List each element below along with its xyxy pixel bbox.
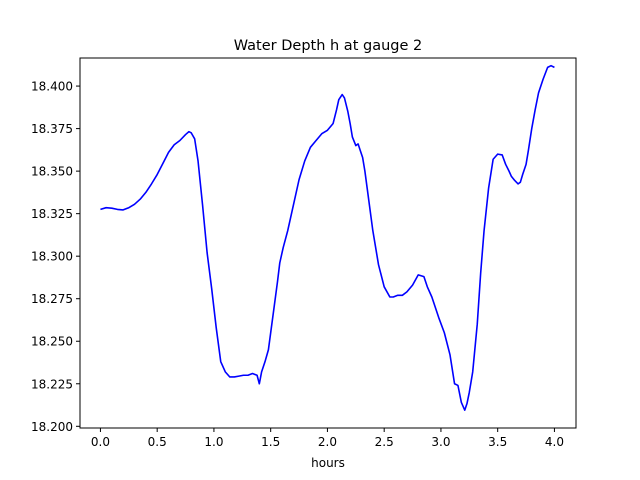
y-tick-label: 18.200 — [31, 420, 73, 434]
x-tick-label: 0.5 — [148, 435, 167, 449]
y-axis: 18.200 18.225 18.250 18.275 18.300 18.325 18.3… — [31, 80, 80, 434]
x-axis: 0.0 0.5 1.0 1.5 2.0 2.5 3.0 3.5 4.0 — [91, 428, 564, 449]
x-tick-label: 3.5 — [488, 435, 507, 449]
y-tick-label: 18.300 — [31, 250, 73, 264]
x-tick-label: 4.0 — [545, 435, 564, 449]
x-tick-label: 2.0 — [318, 435, 337, 449]
y-tick-label: 18.275 — [31, 292, 73, 306]
plot-frame — [79, 57, 577, 429]
x-tick-label: 1.0 — [204, 435, 223, 449]
y-tick-label: 18.325 — [31, 207, 73, 221]
x-tick-label: 3.0 — [431, 435, 450, 449]
y-tick-label: 18.400 — [31, 80, 73, 94]
x-axis-label: hours — [311, 456, 345, 470]
plot-area — [79, 57, 577, 429]
y-tick-label: 18.375 — [31, 122, 73, 136]
x-tick-label: 2.5 — [375, 435, 394, 449]
series-line — [100, 64, 555, 411]
x-tick-label: 1.5 — [261, 435, 280, 449]
y-tick-label: 18.225 — [31, 377, 73, 391]
y-tick-label: 18.350 — [31, 165, 73, 179]
chart-title: Water Depth h at gauge 2 — [234, 38, 422, 54]
y-tick-label: 18.250 — [31, 335, 73, 349]
x-tick-label: 0.0 — [91, 435, 110, 449]
